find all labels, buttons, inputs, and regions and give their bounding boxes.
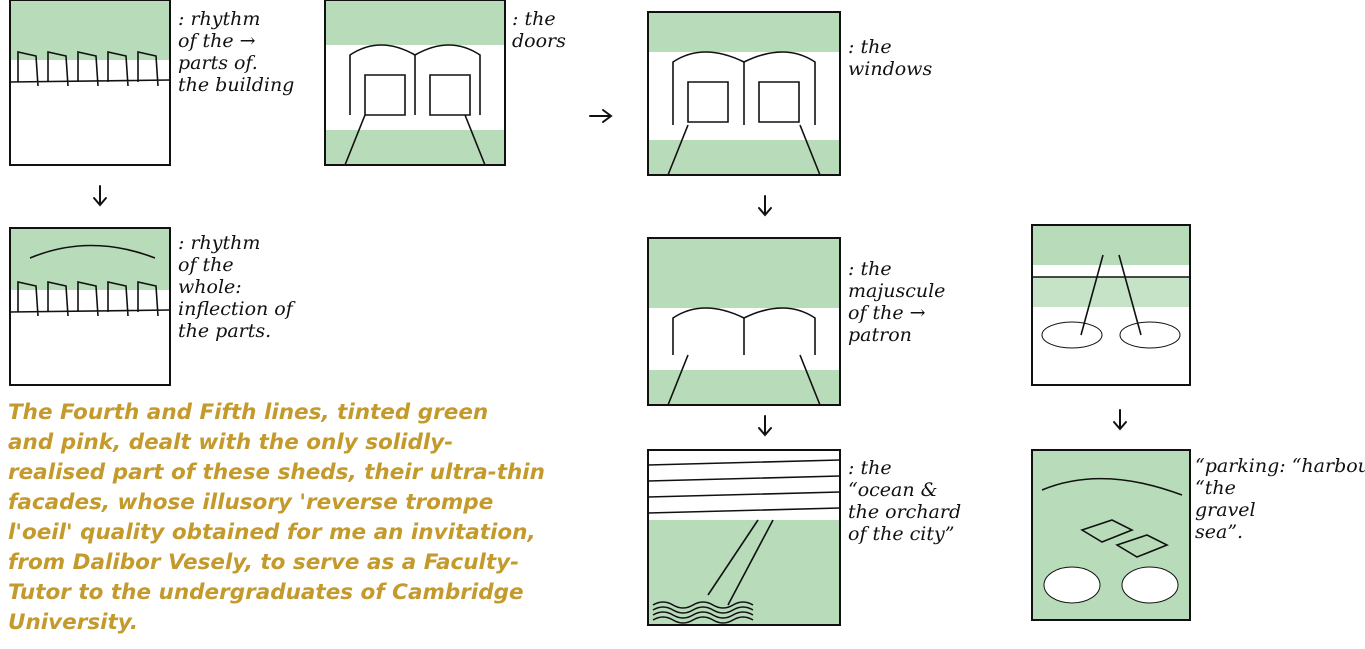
paragraph-line: l'oeil' quality obtained for me an invit… (8, 518, 648, 548)
paragraph-line: University. (8, 608, 648, 638)
green-sky (1032, 225, 1190, 265)
green-ground (648, 370, 840, 405)
paragraph-line: Tutor to the undergraduates of Cambridge (8, 578, 648, 608)
caption-line: : rhythm (178, 232, 293, 254)
sketch-panel (648, 12, 840, 175)
caption-line: of the → (178, 30, 294, 52)
caption-line: doors (512, 30, 566, 52)
caption-line: sea”. (1195, 521, 1365, 543)
sketch-panel (10, 0, 170, 165)
caption-line: : rhythm (178, 8, 294, 30)
sketch-panel (1032, 450, 1190, 620)
arrow-down (759, 416, 771, 435)
caption-line: the parts. (178, 320, 293, 342)
green-sky (10, 0, 170, 60)
caption-line: : the (848, 36, 932, 58)
caption-line: whole: (178, 276, 293, 298)
green-ground (1032, 277, 1190, 307)
paragraph-line: realised part of these sheds, their ultr… (8, 458, 648, 488)
paragraph: The Fourth and Fifth lines, tinted green… (8, 398, 648, 638)
arrow-down (759, 196, 771, 215)
caption-line: the building (178, 74, 294, 96)
green-sky (648, 12, 840, 52)
arrow-right (590, 110, 611, 122)
caption-line: “ocean & (848, 479, 961, 501)
sketch-panel (648, 450, 840, 625)
paragraph-line: from Dalibor Vesely, to serve as a Facul… (8, 548, 648, 578)
green-sky (648, 238, 840, 308)
green-sky (10, 228, 170, 290)
pool (1044, 567, 1100, 603)
caption-line: : the (848, 258, 945, 280)
sketch-panel (1032, 225, 1190, 385)
caption-line: the orchard (848, 501, 961, 523)
caption-line: windows (848, 58, 932, 80)
pool (1122, 567, 1178, 603)
caption-line: patron (848, 324, 945, 346)
caption-line: : the (512, 8, 566, 30)
caption-line: : the (848, 457, 961, 479)
sketch-panel (325, 0, 505, 165)
sketch-panel (10, 228, 170, 385)
arrow-down (1114, 410, 1126, 429)
caption-line: majuscule (848, 280, 945, 302)
caption-line: inflection of (178, 298, 293, 320)
green-sky (325, 0, 505, 45)
sketch-panel (648, 238, 840, 405)
arrow-down (94, 186, 106, 205)
caption-line: of the (178, 254, 293, 276)
caption-line: “the (1195, 477, 1365, 499)
paragraph-line: facades, whose illusory 'reverse trompe (8, 488, 648, 518)
paragraph-line: The Fourth and Fifth lines, tinted green (8, 398, 648, 428)
caption-line: gravel (1195, 499, 1365, 521)
pool (1120, 322, 1180, 348)
paragraph-line: and pink, dealt with the only solidly- (8, 428, 648, 458)
caption-line: of the → (848, 302, 945, 324)
caption-line: “parking: “harbour” in (1195, 455, 1365, 477)
page: {"sketches": [ {"caption": [": rhythm", … (0, 0, 1365, 649)
caption-line: of the city” (848, 523, 961, 545)
pool (1042, 322, 1102, 348)
green-ground (648, 140, 840, 175)
caption-line: parts of. (178, 52, 294, 74)
